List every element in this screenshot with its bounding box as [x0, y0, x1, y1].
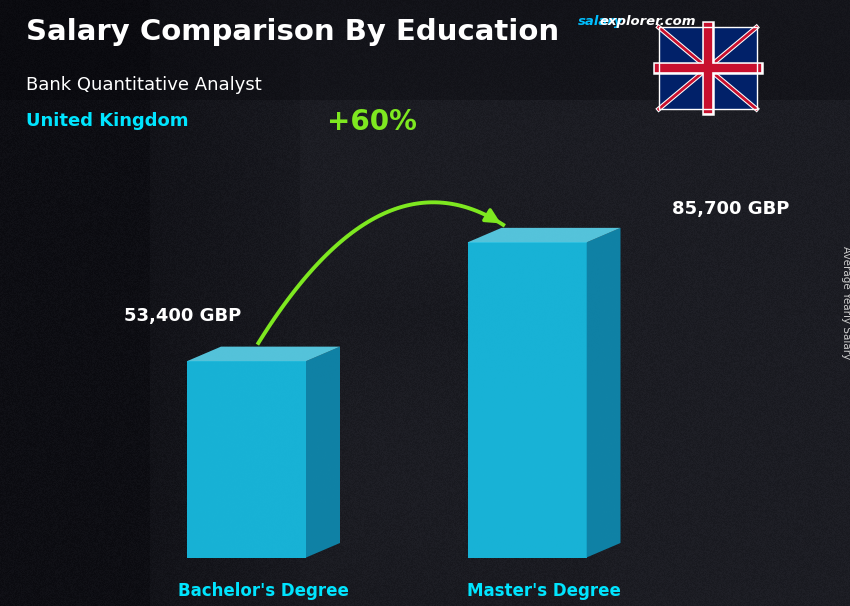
Text: Salary Comparison By Education: Salary Comparison By Education [26, 18, 558, 46]
Polygon shape [468, 228, 620, 242]
Text: United Kingdom: United Kingdom [26, 112, 188, 130]
Text: Bachelor's Degree: Bachelor's Degree [178, 582, 349, 600]
Polygon shape [187, 361, 306, 558]
Polygon shape [586, 228, 620, 558]
Text: Master's Degree: Master's Degree [467, 582, 621, 600]
Text: explorer.com: explorer.com [599, 15, 696, 28]
Text: 85,700 GBP: 85,700 GBP [672, 200, 789, 218]
Text: Average Yearly Salary: Average Yearly Salary [841, 247, 850, 359]
Text: 53,400 GBP: 53,400 GBP [124, 307, 241, 325]
Polygon shape [468, 242, 586, 558]
Bar [659, 27, 756, 109]
Text: Bank Quantitative Analyst: Bank Quantitative Analyst [26, 76, 261, 94]
Polygon shape [306, 347, 340, 558]
Polygon shape [187, 347, 340, 361]
Text: salary: salary [578, 15, 624, 28]
Text: +60%: +60% [327, 108, 417, 136]
Bar [659, 27, 756, 109]
